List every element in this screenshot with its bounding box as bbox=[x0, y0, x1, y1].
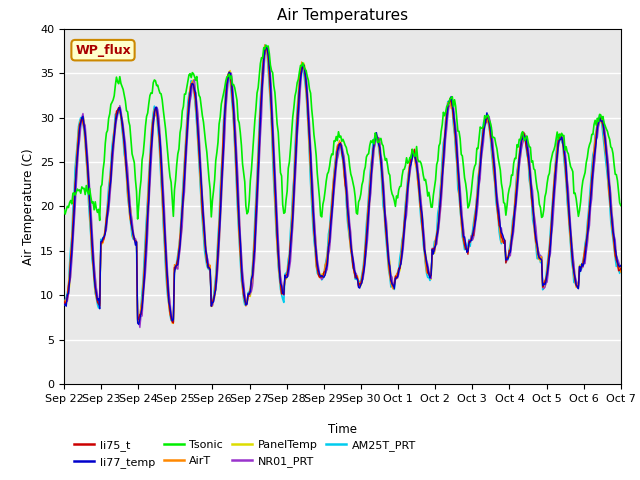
X-axis label: Time: Time bbox=[328, 423, 357, 436]
Title: Air Temperatures: Air Temperatures bbox=[277, 9, 408, 24]
Legend: li75_t, li77_temp, Tsonic, AirT, PanelTemp, NR01_PRT, AM25T_PRT: li75_t, li77_temp, Tsonic, AirT, PanelTe… bbox=[70, 436, 420, 472]
Y-axis label: Air Temperature (C): Air Temperature (C) bbox=[22, 148, 35, 264]
Text: WP_flux: WP_flux bbox=[75, 44, 131, 57]
